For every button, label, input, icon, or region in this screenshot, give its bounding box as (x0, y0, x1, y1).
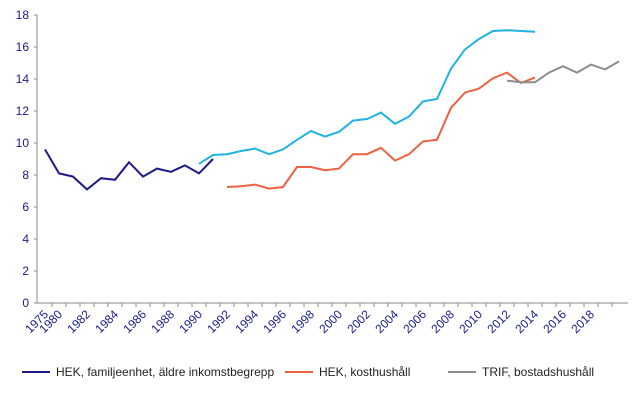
x-tick-label: 1994 (232, 307, 261, 336)
legend: HEK, familjeenhet, äldre inkomstbegrepp H… (22, 365, 594, 379)
x-tick-label: 1998 (288, 307, 317, 336)
series-line (506, 60, 620, 84)
x-tick-label: 1990 (176, 307, 205, 336)
x-tick-label: 2000 (316, 307, 345, 336)
series-line (198, 29, 536, 165)
x-tick-label: 2006 (400, 307, 429, 336)
y-tick-label: 12 (16, 104, 30, 118)
x-tick-label: 1996 (260, 307, 289, 336)
x-tick-label: 2014 (512, 307, 541, 336)
y-tick-label: 4 (22, 232, 29, 246)
x-tick-label: 2010 (456, 307, 485, 336)
x-tick-label: 1986 (120, 307, 149, 336)
legend-label: HEK, kosthushåll (319, 365, 410, 379)
series-line (44, 148, 214, 191)
x-tick-label: 2002 (344, 307, 373, 336)
y-tick-label: 14 (16, 72, 30, 86)
x-tick-label: 1988 (148, 307, 177, 336)
y-tick-label: 16 (16, 40, 30, 54)
y-tick-label: 8 (22, 168, 29, 182)
y-tick-label: 10 (16, 136, 30, 150)
x-tick-label: 2008 (428, 307, 457, 336)
y-tick-label: 2 (22, 264, 29, 278)
legend-label: TRIF, bostadshushåll (482, 365, 594, 379)
x-tick-label: 1992 (204, 307, 233, 336)
x-tick-label: 1984 (92, 307, 121, 336)
series-line (226, 71, 536, 190)
legend-label: HEK, familjeenhet, äldre inkomstbegrepp (56, 365, 274, 379)
x-tick-label: 2016 (540, 307, 569, 336)
y-tick-label: 18 (16, 8, 30, 22)
x-tick-label: 2012 (484, 307, 513, 336)
x-tick-label: 2018 (568, 307, 597, 336)
x-tick-label: 1982 (64, 307, 93, 336)
y-tick-label: 0 (22, 296, 29, 310)
x-tick-label: 2004 (372, 307, 401, 336)
y-tick-label: 6 (22, 200, 29, 214)
